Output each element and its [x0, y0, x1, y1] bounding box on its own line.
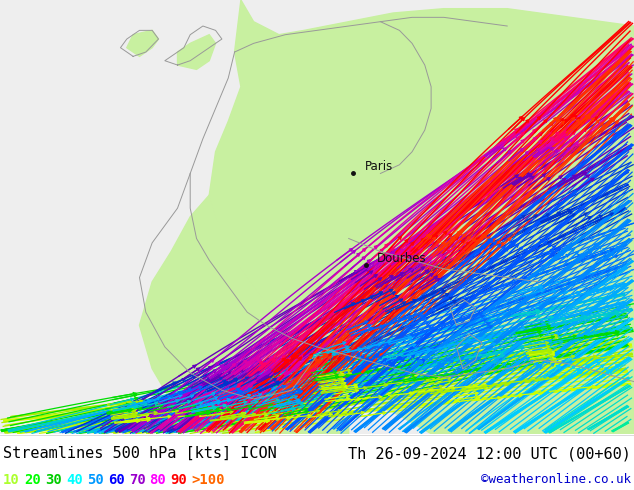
Text: Th 26-09-2024 12:00 UTC (00+60): Th 26-09-2024 12:00 UTC (00+60)	[348, 446, 631, 461]
Text: 90: 90	[171, 473, 187, 487]
Text: 50: 50	[87, 473, 103, 487]
Text: 20: 20	[24, 473, 41, 487]
Text: 40: 40	[66, 473, 82, 487]
Polygon shape	[127, 30, 158, 56]
Text: 80: 80	[150, 473, 166, 487]
Text: Paris: Paris	[365, 160, 393, 173]
Polygon shape	[209, 0, 634, 434]
Polygon shape	[178, 35, 216, 70]
Text: ©weatheronline.co.uk: ©weatheronline.co.uk	[481, 473, 631, 487]
Text: >100: >100	[191, 473, 225, 487]
Text: Dourbes: Dourbes	[377, 251, 427, 265]
Text: 60: 60	[108, 473, 124, 487]
Text: 10: 10	[3, 473, 20, 487]
Text: 30: 30	[45, 473, 61, 487]
Text: Streamlines 500 hPa [kts] ICON: Streamlines 500 hPa [kts] ICON	[3, 446, 277, 461]
Text: 70: 70	[129, 473, 145, 487]
Polygon shape	[139, 195, 349, 434]
